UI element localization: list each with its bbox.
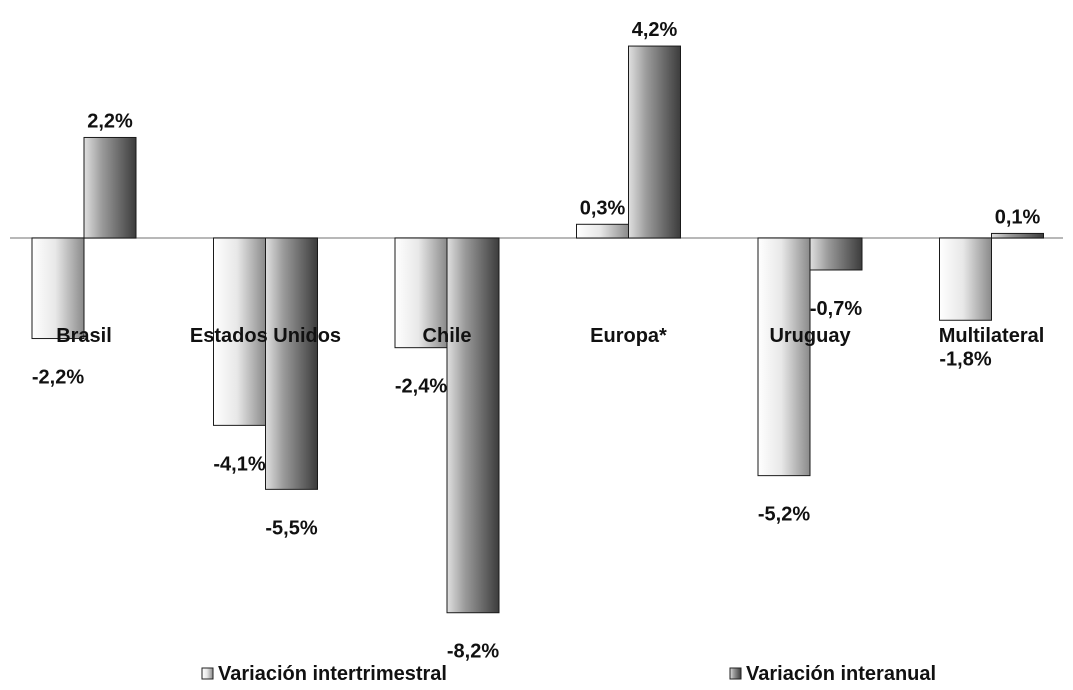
bar-interanual-multilateral (991, 232, 1044, 239)
category-label-4: Uruguay (769, 325, 851, 347)
category-label-2: Chile (423, 325, 472, 347)
bar-intertrimestral-uruguay (757, 237, 811, 477)
bar-intertrimestral-brasil (31, 237, 85, 340)
bar-intertrimestral-estados-unidos (213, 237, 266, 426)
bar-interanual-europa (628, 45, 681, 239)
bar-interanual-estados-unidos (265, 237, 318, 490)
category-label-3: Europa* (590, 325, 667, 347)
legend-swatch-interanual (729, 667, 742, 680)
value-label-intertrimestral-4: -5,2% (758, 504, 810, 526)
value-label-interanual-5: 0,1% (995, 206, 1041, 228)
bar-intertrimestral-multilateral (939, 237, 992, 321)
legend-label-intertrimestral: Variación intertrimestral (218, 663, 447, 685)
legend: Variación intertrimestral Variación inte… (201, 663, 936, 685)
value-label-interanual-4: -0,7% (810, 298, 862, 320)
category-label-1: Estados Unidos (190, 325, 341, 347)
category-labels: Brasil Estados Unidos Chile Europa* Uruguay M… (56, 325, 1044, 347)
value-label-intertrimestral-2: -2,4% (395, 376, 447, 398)
bar-interanual-uruguay (809, 237, 863, 271)
legend-swatch-intertrimestral (201, 667, 214, 680)
bars-layer (31, 45, 1044, 614)
bar-intertrimestral-chile (394, 237, 448, 349)
bar-interanual-chile (446, 237, 500, 614)
value-label-intertrimestral-0: -2,2% (32, 367, 84, 389)
value-label-interanual-0: 2,2% (87, 110, 133, 132)
value-label-interanual-2: -8,2% (447, 641, 499, 663)
value-label-interanual-3: 4,2% (632, 19, 678, 41)
value-label-intertrimestral-5: -1,8% (939, 348, 991, 370)
value-labels: -2,2% -4,1% -2,4% 0,3% -5,2% -1,8% 2,2% -5,5% -8… (32, 19, 1041, 663)
value-label-intertrimestral-3: 0,3% (580, 197, 626, 219)
value-label-interanual-1: -5,5% (265, 517, 317, 539)
value-label-intertrimestral-1: -4,1% (213, 453, 265, 475)
category-label-5: Multilateral (939, 325, 1045, 347)
bar-interanual-brasil (83, 136, 137, 239)
bar-intertrimestral-europa (576, 223, 629, 239)
category-label-0: Brasil (56, 325, 112, 347)
legend-label-interanual: Variación interanual (746, 663, 936, 685)
